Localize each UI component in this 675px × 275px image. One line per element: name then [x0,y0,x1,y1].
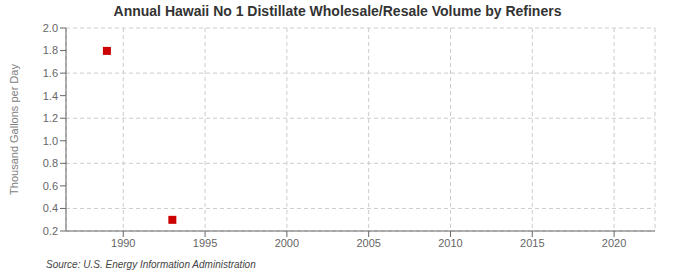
svg-text:1.6: 1.6 [43,67,58,79]
svg-text:1995: 1995 [193,237,217,249]
svg-text:1.0: 1.0 [43,135,58,147]
svg-text:2020: 2020 [602,237,626,249]
svg-text:0.6: 0.6 [43,180,58,192]
svg-text:Thousand Gallons per Day: Thousand Gallons per Day [8,64,20,195]
svg-text:2000: 2000 [275,237,299,249]
svg-text:0.8: 0.8 [43,157,58,169]
html-text:Source: U.S. Energy Informatio: Source: U.S. Energy Information Administ… [46,259,256,270]
svg-text:2005: 2005 [356,237,380,249]
svg-text:2010: 2010 [438,237,462,249]
html-text:Annual Hawaii No 1 Distillate: Annual Hawaii No 1 Distillate Wholesale/… [113,3,562,19]
svg-text:0.4: 0.4 [43,202,58,214]
svg-text:2.0: 2.0 [43,22,58,34]
svg-text:1.8: 1.8 [43,44,58,56]
svg-text:1990: 1990 [111,237,135,249]
svg-text:1.4: 1.4 [43,90,58,102]
svg-text:0.2: 0.2 [43,225,58,237]
svg-text:2015: 2015 [520,237,544,249]
svg-text:1.2: 1.2 [43,112,58,124]
